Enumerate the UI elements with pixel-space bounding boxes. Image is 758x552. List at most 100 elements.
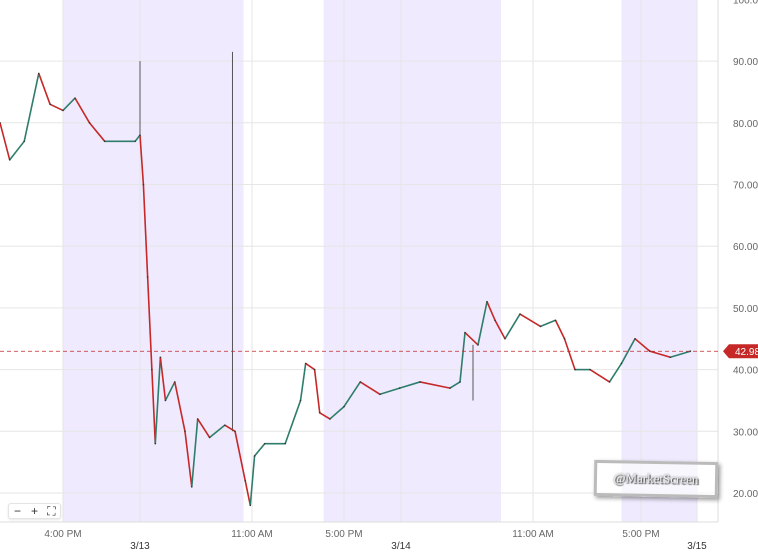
price-point	[634, 337, 636, 340]
price-segment	[477, 301, 488, 346]
price-segment	[519, 313, 541, 328]
price-point	[196, 418, 199, 420]
price-point	[134, 140, 136, 143]
price-segment	[38, 73, 51, 105]
price-point	[146, 276, 149, 278]
price-point	[494, 319, 496, 322]
price-segment	[563, 338, 576, 370]
price-point	[449, 387, 451, 389]
price-segment	[504, 313, 521, 340]
price-segment	[359, 381, 381, 395]
price-segment	[419, 381, 451, 389]
price-point	[669, 356, 672, 359]
price-point	[208, 436, 211, 439]
price-segment	[224, 424, 236, 432]
zoom-out-button[interactable]: −	[13, 504, 21, 518]
price-point	[299, 399, 302, 402]
price-segment	[164, 381, 176, 401]
price-segment	[305, 362, 316, 371]
price-point	[464, 331, 466, 334]
x-tick-label: 5:00 PM	[325, 529, 362, 540]
x-tick-label: 4:00 PM	[44, 529, 81, 540]
price-point	[62, 109, 64, 112]
price-point	[313, 368, 316, 371]
price-point	[519, 313, 521, 315]
price-segment	[190, 418, 199, 487]
price-segment	[142, 184, 149, 278]
price-point	[304, 362, 307, 365]
price-segment	[486, 301, 496, 321]
watermark: @MarketScreen	[593, 459, 719, 499]
price-point	[379, 393, 381, 396]
y-tick-label: 70.00	[733, 181, 758, 192]
x-tick-label: 3/15	[687, 541, 707, 552]
price-point	[398, 387, 401, 389]
session-shade	[621, 0, 697, 522]
x-tick-label: 11:00 AM	[512, 529, 554, 540]
price-segment	[449, 381, 461, 389]
x-tick-label: 3/14	[391, 541, 411, 552]
price-point	[74, 97, 76, 99]
price-point	[0, 122, 1, 124]
price-segment	[174, 381, 186, 432]
price-point	[539, 325, 542, 328]
price-point	[8, 159, 11, 161]
price-point	[253, 455, 256, 457]
y-tick-label: 90.00	[733, 57, 758, 68]
price-point	[249, 504, 252, 507]
price-point	[477, 344, 479, 346]
price-segment	[197, 418, 211, 438]
price-point	[139, 134, 141, 136]
price-segment	[343, 381, 361, 408]
price-segment	[146, 277, 153, 370]
price-segment	[299, 363, 307, 401]
price-point	[88, 122, 91, 124]
price-segment	[159, 357, 167, 401]
price-segment	[154, 357, 162, 444]
x-tick-label: 11:00 AM	[231, 529, 273, 540]
price-segment	[649, 350, 671, 359]
price-segment	[9, 140, 25, 161]
price-segment	[0, 122, 11, 161]
y-tick-label: 30.00	[733, 427, 758, 438]
session-shade	[323, 0, 501, 522]
price-segment	[329, 406, 345, 420]
price-segment	[49, 103, 64, 112]
last-price-label: 42.98	[735, 347, 758, 358]
price-point	[151, 368, 153, 371]
price-point	[23, 140, 26, 143]
last-price-badge	[723, 344, 758, 359]
price-point	[608, 381, 611, 383]
price-point	[486, 300, 488, 303]
y-tick-label: 60.00	[733, 242, 758, 253]
zoom-controls: − + ⛶	[8, 503, 61, 519]
price-point	[554, 319, 557, 322]
price-point	[173, 381, 176, 383]
x-tick-label: 3/13	[130, 541, 150, 552]
price-point	[49, 103, 51, 106]
price-segment	[379, 387, 400, 396]
price-segment	[464, 331, 479, 346]
price-point	[504, 337, 506, 340]
price-point	[190, 486, 193, 488]
price-segment	[62, 97, 76, 112]
price-point	[563, 337, 566, 340]
price-segment	[234, 431, 246, 481]
price-segment	[139, 135, 145, 185]
fullscreen-icon[interactable]: ⛶	[47, 504, 56, 518]
price-segment	[23, 73, 40, 142]
price-segment	[634, 338, 651, 352]
price-point	[37, 72, 40, 75]
price-segment	[399, 381, 421, 389]
price-segment	[253, 443, 266, 457]
price-segment	[284, 400, 302, 444]
price-point	[419, 381, 421, 383]
price-point	[234, 430, 236, 433]
y-tick-label: 50.00	[733, 304, 758, 315]
price-point	[318, 411, 321, 414]
price-point	[284, 442, 287, 445]
zoom-in-button[interactable]: +	[30, 504, 38, 518]
price-segment	[494, 319, 506, 340]
price-point	[164, 399, 167, 402]
